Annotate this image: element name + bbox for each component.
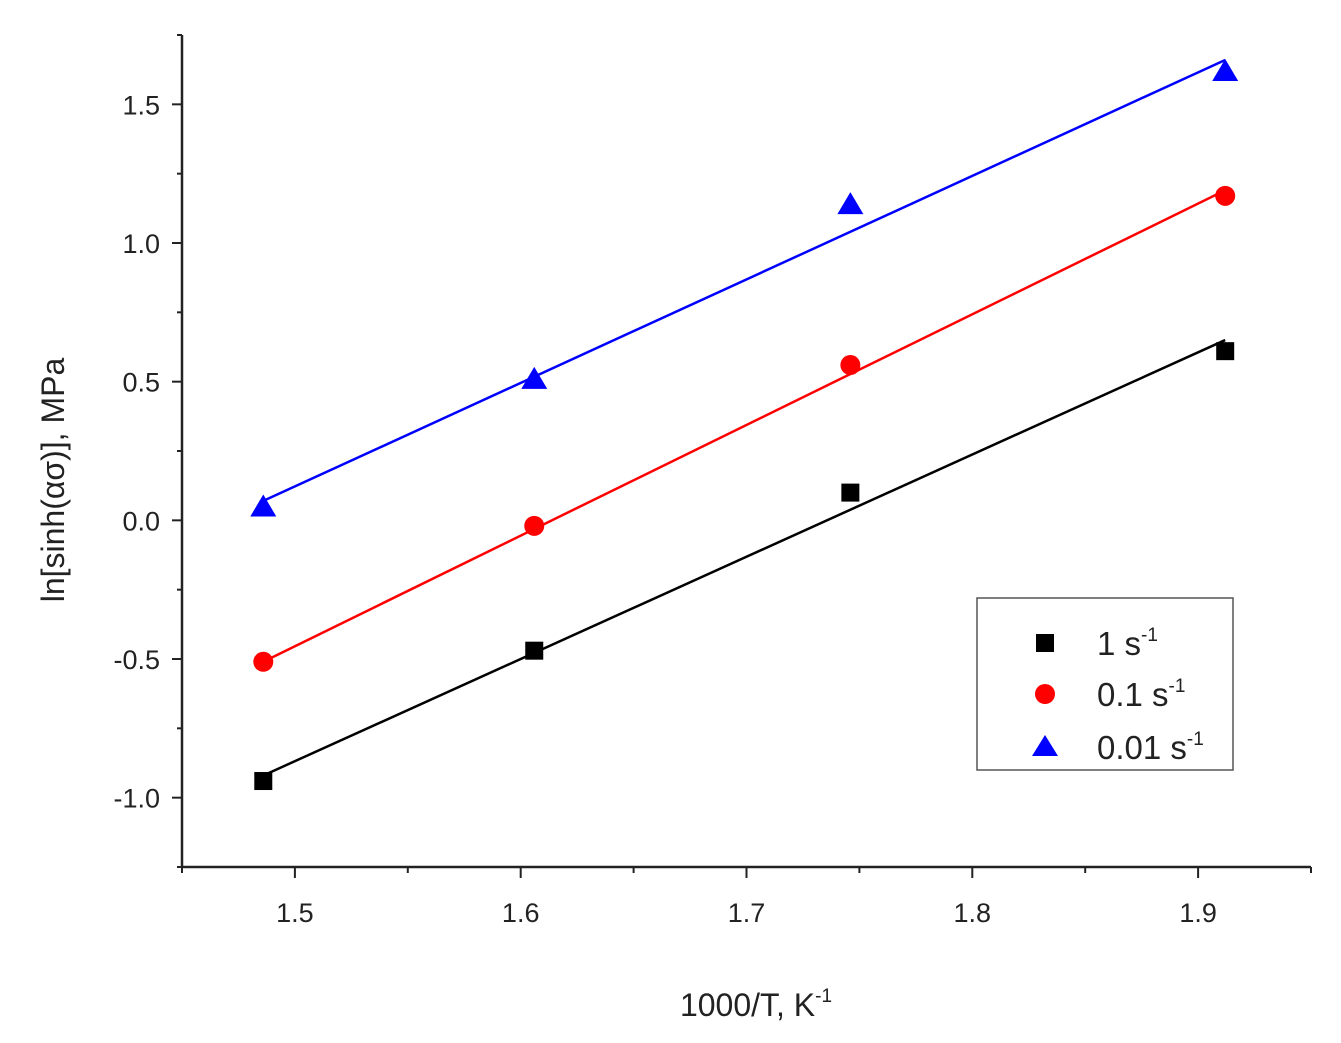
y-tick-label: -0.5	[113, 645, 160, 675]
legend-label-1: 1 s-1	[1097, 625, 1158, 662]
data-point-triangle	[837, 192, 864, 215]
y-tick-label: 0.0	[122, 506, 160, 536]
fit-lines	[262, 58, 1226, 777]
data-point-circle	[524, 515, 545, 536]
ticks: 1.5 1.6 1.7 1.8 1.9 -1.0 -0.5 0.0 0.5 1.0 1.5	[113, 34, 1312, 928]
fit-line-triangle	[262, 58, 1226, 503]
legend: 1 s-1 0.1 s-1 0.01 s-1	[976, 597, 1234, 771]
legend-label-2: 0.1 s-1	[1097, 676, 1185, 713]
y-axis-title: ln[sinh(ασ)], MPa	[35, 358, 71, 603]
data-point-circle	[1215, 185, 1236, 206]
data-points	[250, 59, 1239, 791]
data-point-square	[1216, 342, 1235, 361]
x-tick-label: 1.8	[954, 898, 992, 928]
data-point-square	[254, 772, 273, 791]
y-tick-label: 0.5	[122, 368, 160, 398]
data-point-triangle	[521, 366, 548, 389]
data-point-circle	[253, 651, 274, 672]
legend-marker-triangle	[1032, 735, 1058, 756]
fit-line-square	[262, 338, 1226, 777]
legend-label-3: 0.01 s-1	[1097, 729, 1204, 766]
y-tick-label: -1.0	[113, 784, 160, 814]
y-tick-label: 1.5	[122, 90, 160, 120]
x-tick-label: 1.7	[728, 898, 766, 928]
y-tick-label: 1.0	[122, 229, 160, 259]
data-point-triangle	[250, 494, 277, 517]
legend-box	[976, 597, 1234, 771]
x-tick-label: 1.9	[1179, 898, 1217, 928]
x-tick-label: 1.5	[276, 898, 314, 928]
legend-marker-circle	[1035, 684, 1055, 704]
x-axis-title: 1000/T, K-1	[680, 986, 832, 1023]
legend-marker-square	[1036, 634, 1054, 652]
data-point-triangle	[1212, 59, 1239, 82]
data-point-square	[525, 641, 544, 660]
data-point-square	[841, 483, 860, 502]
fit-line-circle	[262, 189, 1226, 663]
x-tick-label: 1.6	[502, 898, 540, 928]
data-point-circle	[840, 355, 861, 376]
